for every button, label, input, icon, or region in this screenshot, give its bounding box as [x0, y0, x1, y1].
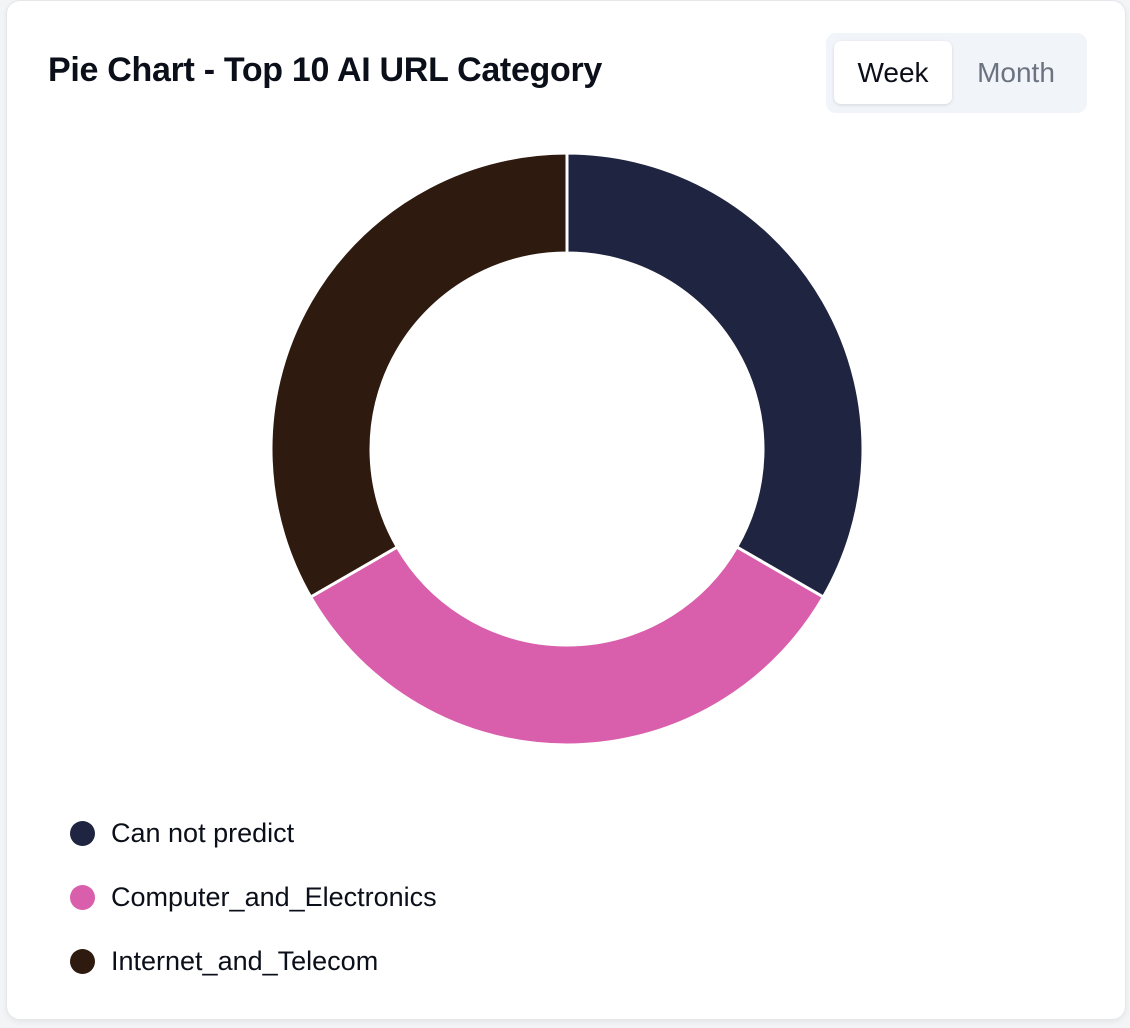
legend-swatch [70, 884, 95, 910]
legend-label: Can not predict [111, 817, 295, 848]
chart-title: Pie Chart - Top 10 AI URL Category [48, 51, 603, 89]
legend-label: Internet_and_Telecom [111, 945, 379, 976]
legend-label: Computer_and_Electronics [111, 881, 437, 912]
donut-chart [269, 151, 865, 747]
legend-item[interactable]: Can not predict [70, 801, 437, 865]
legend-item[interactable]: Computer_and_Electronics [70, 865, 437, 929]
legend-swatch [70, 948, 95, 974]
donut-slice-computer-and-electronics[interactable] [308, 544, 826, 747]
donut-slice-can-not-predict[interactable] [565, 151, 865, 600]
week-toggle-button[interactable]: Week [834, 41, 952, 104]
chart-card: Pie Chart - Top 10 AI URL Category Week … [6, 0, 1126, 1020]
chart-legend: Can not predict Computer_and_Electronics I… [70, 801, 437, 993]
legend-swatch [70, 820, 95, 846]
month-toggle-button[interactable]: Month [977, 57, 1055, 88]
period-toggle: Week Month [826, 33, 1087, 113]
donut-slice-internet-and-telecom[interactable] [269, 151, 569, 600]
legend-item[interactable]: Internet_and_Telecom [70, 929, 437, 993]
